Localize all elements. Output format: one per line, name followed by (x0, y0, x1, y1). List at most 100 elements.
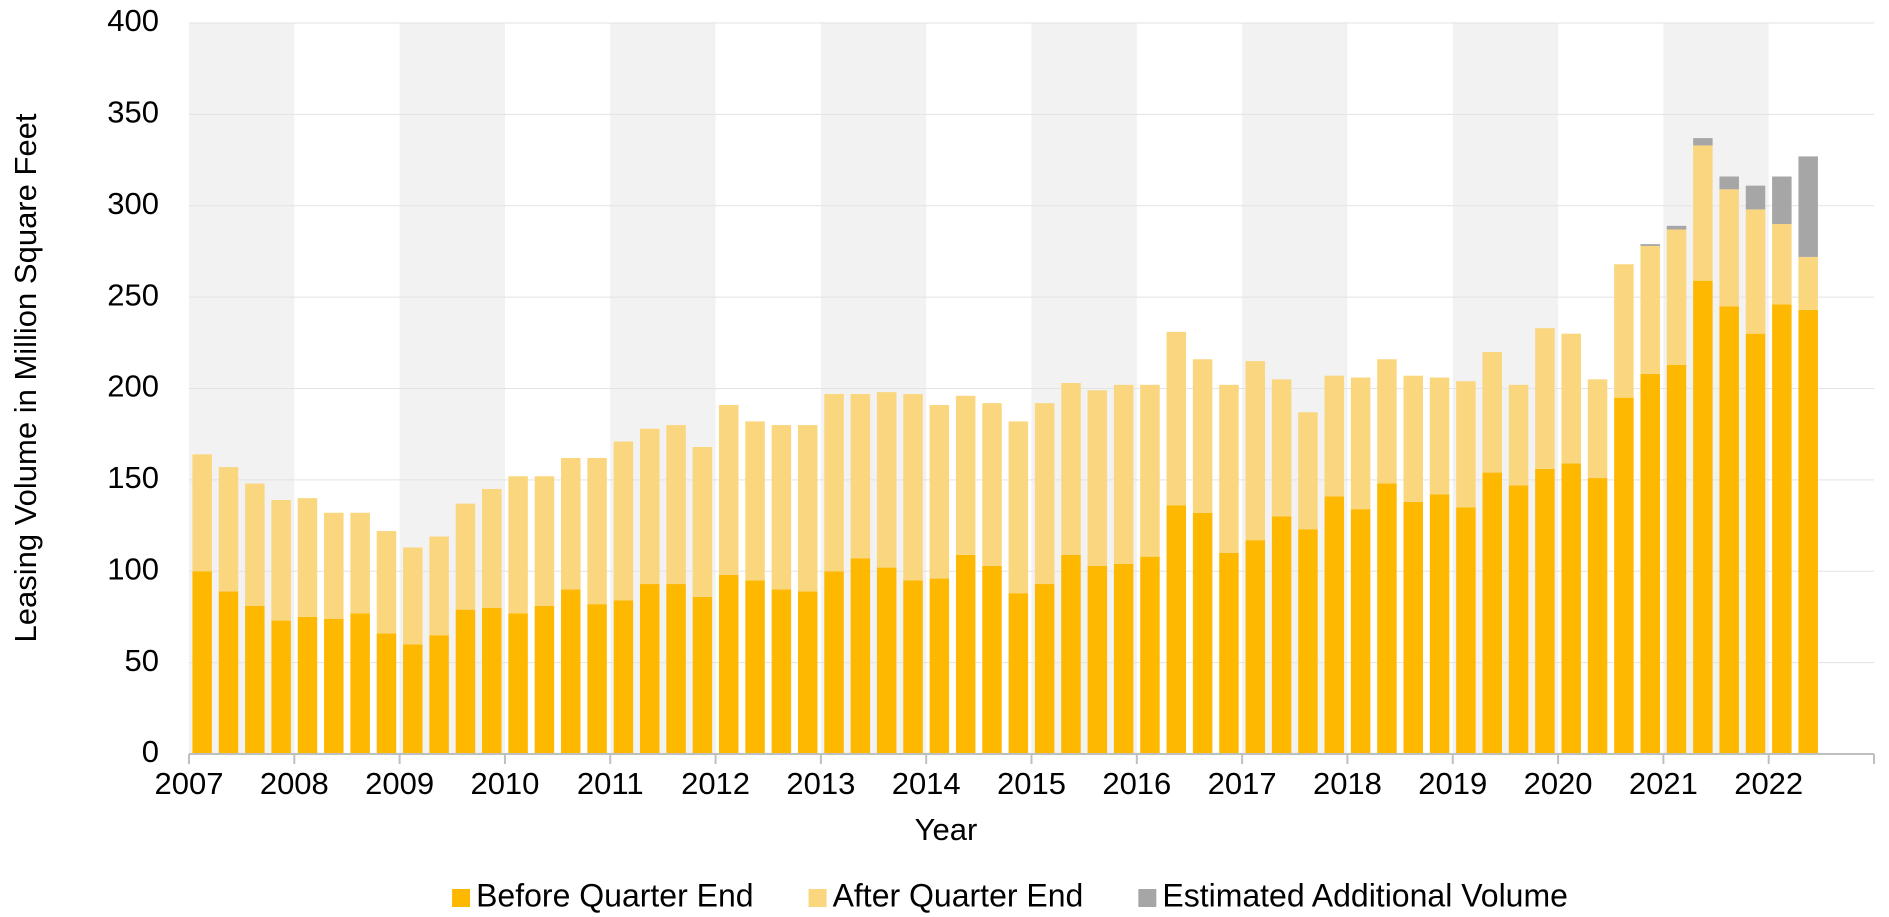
bar-segment (1324, 375, 1345, 497)
bar-segment (1324, 496, 1345, 754)
bar-segment (1008, 421, 1029, 594)
bar-segment (929, 578, 950, 754)
bar-segment (1219, 552, 1239, 754)
bar-segment (1350, 377, 1371, 510)
bar-segment (429, 536, 449, 636)
legend-swatch (452, 889, 471, 907)
bar-segment (1192, 512, 1213, 754)
y-tick-label: 100 (107, 551, 159, 586)
x-tick-label: 2011 (577, 766, 644, 801)
bar-segment (1587, 478, 1608, 754)
bar-segment (1640, 245, 1660, 374)
legend-swatch (808, 889, 827, 907)
bar-segment (1798, 156, 1818, 257)
bar-segment (534, 605, 555, 754)
bar-segment (376, 531, 397, 634)
bar-segment (297, 616, 318, 754)
bar-segment (1640, 244, 1660, 246)
bar-segment (955, 395, 976, 555)
bar-segment (850, 558, 871, 754)
bar-segment (1456, 507, 1476, 754)
x-tick-label: 2014 (892, 766, 961, 801)
bar-segment (245, 605, 265, 754)
y-tick-label: 300 (107, 186, 159, 221)
bar-segment (1008, 593, 1029, 754)
bar-segment (1561, 463, 1581, 754)
bar-segment (1719, 306, 1739, 754)
legend-label: Before Quarter End (476, 877, 753, 913)
bar-segment (1298, 529, 1318, 754)
bar-segment (640, 428, 660, 585)
bar-segment (534, 476, 555, 606)
bar-segment (640, 584, 660, 754)
bar-segment (824, 393, 844, 572)
x-tick-label: 2022 (1734, 766, 1803, 801)
bar-segment (350, 512, 370, 614)
bar-segment (929, 404, 950, 579)
bar-segment (1140, 384, 1160, 557)
bar-segment (771, 589, 792, 754)
bar-segment (1087, 565, 1108, 754)
bar-segment (666, 425, 686, 585)
legend-label: Estimated Additional Volume (1162, 877, 1568, 913)
bar-segment (1535, 328, 1555, 469)
bar-segment (1798, 309, 1818, 754)
bar-segment (745, 421, 765, 581)
bar-segment (613, 600, 634, 754)
bar-segment (1298, 412, 1318, 530)
bar-segment (876, 392, 897, 568)
bar-segment (876, 567, 897, 754)
bar-segment (1535, 468, 1555, 754)
legend: Before Quarter End After Quarter End Estim… (452, 877, 1568, 913)
bar-segment (1614, 397, 1634, 754)
bar-segment (1482, 472, 1502, 754)
y-axis-title: Leasing Volume in Million Square Feet (8, 113, 43, 642)
bar-segment (561, 589, 581, 754)
bar-segment (1377, 483, 1397, 754)
legend-swatch (1138, 889, 1157, 907)
bar-segment (587, 457, 607, 605)
y-tick-label: 350 (107, 95, 159, 130)
bar-segment (1219, 384, 1239, 553)
bar-segment (482, 489, 502, 608)
bar-segment (1034, 584, 1055, 754)
y-tick-label: 0 (142, 734, 159, 769)
bar-segment (455, 609, 476, 754)
bar-segment (1113, 384, 1134, 564)
bar-segment (1508, 384, 1529, 486)
bar-segment (1719, 189, 1739, 307)
bar-segment (666, 584, 686, 754)
bar-segment (1377, 359, 1397, 484)
bar-segment (245, 483, 265, 606)
bar-segment (1640, 373, 1660, 754)
bar-segment (1429, 494, 1450, 754)
bar-segment (1350, 509, 1371, 754)
x-tick-label: 2008 (260, 766, 329, 801)
bar-segment (324, 512, 344, 619)
bar-segment (903, 393, 923, 581)
y-tick-label: 200 (107, 369, 159, 404)
y-tick-label: 150 (107, 460, 159, 495)
bar-segment (350, 613, 370, 754)
bar-segment (613, 441, 634, 601)
bar-segment (1666, 229, 1687, 365)
x-tick-label: 2007 (155, 766, 224, 801)
x-tick-label: 2021 (1629, 766, 1698, 801)
x-tick-label: 2015 (997, 766, 1066, 801)
bar-segment (1429, 377, 1450, 495)
bar-segment (1245, 361, 1266, 541)
bar-segment (903, 580, 923, 754)
bar-segment (1403, 375, 1423, 502)
x-axis-title: Year (915, 812, 978, 847)
bar-segment (955, 554, 976, 754)
x-tick-label: 2019 (1418, 766, 1487, 801)
bar-segment (1745, 209, 1766, 334)
bar-segment (455, 503, 476, 610)
bar-segment (1192, 359, 1213, 513)
bar-segment (1245, 540, 1266, 754)
bar-segment (587, 604, 607, 754)
x-tick-label: 2020 (1524, 766, 1593, 801)
bar-segment (271, 620, 291, 754)
y-tick-label: 50 (125, 643, 159, 678)
